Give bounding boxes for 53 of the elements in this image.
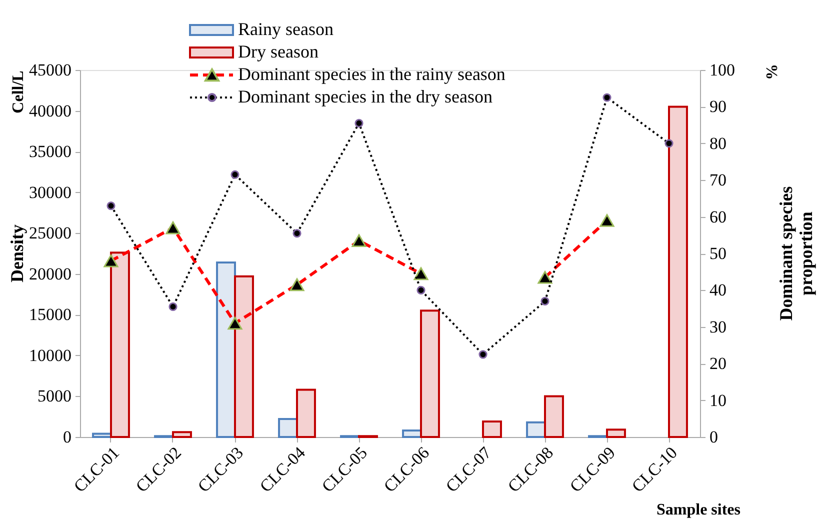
point [478, 350, 488, 359]
y2-tick-label: 100 [710, 60, 735, 80]
bar [420, 310, 440, 438]
text: Cell/L [10, 70, 27, 114]
bar [172, 431, 192, 438]
x-axis-title: Sample sites [656, 502, 740, 518]
bar [668, 106, 688, 438]
y2-tick-label: 80 [710, 134, 726, 153]
legend-label: Dominant species in the dry season [238, 86, 492, 106]
bar [296, 388, 316, 438]
point [540, 296, 550, 306]
y2-tick-label: 30 [710, 317, 726, 336]
y-tick-label: 10000 [29, 346, 72, 365]
point [230, 170, 240, 179]
y-tick-label: 20000 [29, 264, 72, 284]
y2-tick-label: 50 [710, 244, 726, 263]
bar [482, 420, 502, 438]
y2-tick-label: 40 [710, 280, 726, 300]
point [168, 302, 178, 311]
point [664, 139, 674, 148]
y2-tick-label: 0 [710, 428, 718, 446]
y-tick-label: 5000 [38, 386, 72, 406]
bar [402, 429, 422, 438]
point [602, 93, 612, 102]
point [292, 229, 302, 238]
y2-tick-label: 20 [710, 354, 726, 374]
point [354, 118, 364, 128]
y-tick-label: 35000 [29, 142, 72, 162]
y-tick-label: 0 [63, 428, 72, 446]
legend-label: Rainy season [238, 19, 334, 39]
point [416, 286, 426, 294]
bar [92, 432, 112, 438]
bar [110, 252, 130, 438]
y2-tick-label: 60 [710, 207, 726, 226]
y2-tick-label: 70 [710, 170, 726, 190]
y-tick-label: 45000 [29, 60, 72, 80]
legend-label: Dominant species in the rainy season [238, 64, 506, 84]
y2-axis-title: Dominant species proportion [776, 186, 816, 321]
y-axis-title: Density [7, 224, 27, 282]
bar [544, 395, 564, 438]
legend-label: Dry season [238, 42, 318, 62]
bar [278, 418, 298, 438]
y-tick-label: 15000 [29, 305, 72, 324]
y-tick-label: 25000 [29, 224, 72, 243]
y-tick-label: 30000 [29, 182, 72, 202]
y2-tick-label: 10 [710, 390, 726, 410]
y2-tick-label: 90 [710, 97, 726, 116]
y-tick-label: 40000 [29, 101, 72, 120]
bar [526, 421, 546, 438]
bar [606, 428, 626, 438]
text: % [764, 64, 781, 80]
point [106, 202, 116, 210]
bar [234, 275, 254, 438]
